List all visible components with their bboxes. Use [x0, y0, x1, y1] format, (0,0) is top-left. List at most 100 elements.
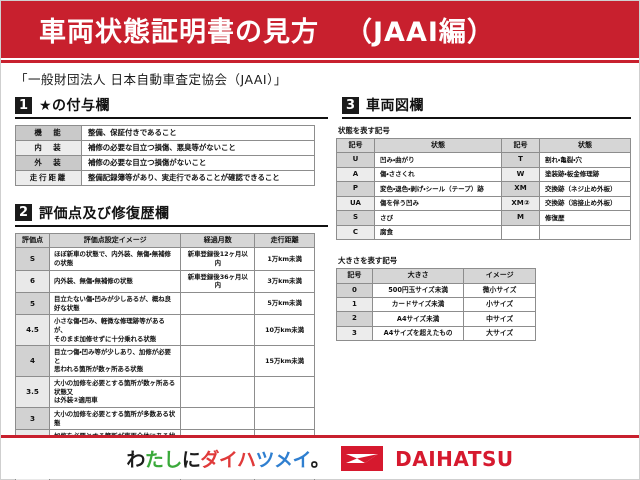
- condition-description-left: 変色・退色・剥げ・シール（テープ）跡: [373, 181, 502, 197]
- condition-symbol-right: T: [500, 152, 540, 168]
- table-row: 機 能整備、保証付きであること: [15, 125, 315, 141]
- table-row: UA 傷を伴う凹み XM② 交換跡（溶接止め外板）: [335, 195, 632, 212]
- star-criteria-table: 機 能整備、保証付きであること内 装補修の必要な目立つ損傷、悪臭等がないこと外 …: [15, 125, 315, 186]
- table-row: 走行距離 整備記録簿等があり、実走行であることが確認できること: [15, 169, 315, 186]
- evaluation-image-description: 内外装、無傷・無補修の状態: [48, 269, 182, 293]
- condition-description-left: 傷を伴う凹み: [373, 195, 502, 212]
- star-criteria-key: 機 能: [15, 125, 82, 141]
- evaluation-score: 4.5: [15, 314, 50, 347]
- section-2-number: 2: [15, 204, 32, 222]
- star-criteria-value: 補修の必要な目立つ損傷がないこと: [81, 154, 315, 171]
- page-title: 車両状態証明書の見方 （JAAI編）: [39, 10, 495, 49]
- condition-description-right: 交換跡（溶接止め外板）: [538, 195, 632, 212]
- daihatsu-wordmark: DAIHATSU: [395, 446, 514, 471]
- section-1-title: ★の付与欄: [39, 98, 111, 114]
- evaluation-distance: [254, 376, 315, 408]
- condition-symbol-left: C: [335, 224, 375, 241]
- condition-description-left: 凹み・曲がり: [373, 152, 502, 168]
- table-row: P 変色・退色・剥げ・シール（テープ）跡 XM 交換跡（ネジ止め外板）: [335, 181, 632, 197]
- condition-description-left: さび: [373, 210, 502, 226]
- size-image-label: 大サイズ: [463, 325, 536, 342]
- section-2-heading: 2 評価点及び修復歴欄: [15, 203, 328, 227]
- star-criteria-key: 外 装: [15, 154, 82, 171]
- table-row: 1 カードサイズ未満 小サイズ: [335, 296, 536, 313]
- evaluation-months: [180, 345, 256, 378]
- tagline-part: わ: [126, 449, 145, 471]
- table-header-row: 記号 状態 記号 状態: [335, 137, 632, 154]
- evaluation-image-description: 大小の加修を必要とする箇所が多数ある状態: [48, 406, 182, 431]
- column-header-size-image: イメージ: [463, 268, 536, 284]
- condition-symbol-right: [500, 224, 540, 241]
- page-title-main: 車両状態証明書の見方: [39, 17, 319, 48]
- tagline-part: たし: [144, 449, 183, 471]
- evaluation-score: 4: [15, 345, 50, 378]
- star-criteria-key: 走行距離: [15, 169, 82, 186]
- size-symbols-caption: 大きさを表す記号: [337, 256, 398, 266]
- evaluation-distance: [254, 406, 315, 431]
- condition-description-left: 腐食: [373, 224, 502, 241]
- table-row: 4 目立つ傷・凹み等が少しあり、加修が必要と 思われる箇所が数ヶ所ある状態 15万km…: [15, 345, 315, 378]
- evaluation-distance: 5万km未満: [254, 291, 315, 316]
- evaluation-image-description: 目立つ傷・凹み等が少しあり、加修が必要と 思われる箇所が数ヶ所ある状態: [48, 345, 182, 378]
- evaluation-image-description: 目立たない傷・凹みが少しあるが、概ね良好な状態: [48, 291, 182, 316]
- condition-description-right: [538, 224, 632, 241]
- column-header-distance: 走行距離: [254, 232, 315, 249]
- page-header-band: 車両状態証明書の見方 （JAAI編）: [1, 1, 639, 58]
- condition-symbol-right: XM: [500, 181, 540, 197]
- star-criteria-value: 整備、保証付きであること: [81, 125, 315, 141]
- table-row: 3 大小の加修を必要とする箇所が多数ある状態: [15, 406, 315, 431]
- column-header-condition-left: 状態: [373, 137, 502, 154]
- evaluation-distance: 3万km未満: [254, 269, 315, 293]
- star-criteria-key: 内 装: [15, 139, 82, 156]
- condition-description-right: 交換跡（ネジ止め外板）: [538, 181, 632, 197]
- column-header-symbol-right: 記号: [500, 137, 540, 154]
- size-symbol: 2: [335, 311, 373, 327]
- evaluation-score: S: [15, 247, 50, 271]
- brand-tagline: わたしにダイハツメイ。: [126, 445, 329, 472]
- column-header-image: 評価点設定イメージ: [48, 232, 182, 249]
- right-column: 3 車両図欄 状態を表す記号 記号 状態 記号 状態 U 凹み・曲がり T 割れ・亀裂…: [335, 92, 632, 480]
- evaluation-months: [180, 291, 256, 316]
- table-row: 5 目立たない傷・凹みが少しあるが、概ね良好な状態 5万km未満: [15, 291, 315, 316]
- page-footer: わたしにダイハツメイ。 DAIHATSU: [1, 438, 639, 479]
- table-row: 外 装補修の必要な目立つ損傷がないこと: [15, 154, 315, 171]
- condition-description-left: 傷・ささくれ: [373, 166, 502, 183]
- tagline-part: ツメイ: [255, 449, 312, 471]
- column-header-symbol-left: 記号: [335, 137, 375, 154]
- evaluation-image-description: 大小の加修を必要とする箇所が数ヶ所ある状態又 は外装②適用車: [48, 376, 182, 408]
- daihatsu-logo-icon: [341, 446, 384, 471]
- table-row: 6 内外装、無傷・無補修の状態 新車登録後36ヶ月以内 3万km未満: [15, 269, 315, 293]
- evaluation-score: 5: [15, 291, 50, 316]
- tagline-part: ダイハ: [200, 449, 256, 471]
- page-title-paren: （JAAI編）: [345, 17, 495, 48]
- condition-description-right: 塗装跡・板金修理跡: [538, 166, 632, 183]
- condition-symbol-left: U: [335, 152, 375, 168]
- condition-symbols-table: 記号 状態 記号 状態 U 凹み・曲がり T 割れ・亀裂・穴 A 傷・ささくれ W 塗装跡・板…: [335, 137, 632, 241]
- table-row: 3 A4サイズを超えたもの 大サイズ: [335, 325, 536, 342]
- table-row: 4.5 小さな傷・凹み、軽微な修理跡等があるが、 そのまま加修せずに十分乗れる状態 1…: [15, 314, 315, 347]
- column-header-score: 評価点: [15, 232, 50, 249]
- condition-symbol-left: S: [335, 210, 375, 226]
- table-row: 2 A4サイズ未満 中サイズ: [335, 311, 536, 327]
- condition-description-right: 修復歴: [538, 210, 632, 226]
- evaluation-distance: 15万km未満: [254, 345, 315, 378]
- condition-symbol-right: XM②: [500, 195, 540, 212]
- header-divider-rule: [1, 60, 639, 63]
- size-description: カードサイズ未満: [371, 296, 465, 313]
- size-image-label: 小サイズ: [463, 296, 536, 313]
- table-header-row: 記号 大きさ イメージ: [335, 268, 536, 284]
- issuing-organization-label: 「一般財団法人 日本自動車査定協会（JAAI）」: [15, 72, 287, 87]
- condition-description-right: 割れ・亀裂・穴: [538, 152, 632, 168]
- footer-divider-rule: [1, 435, 639, 438]
- table-row: A 傷・ささくれ W 塗装跡・板金修理跡: [335, 166, 632, 183]
- evaluation-months: 新車登録後36ヶ月以内: [180, 269, 256, 293]
- column-header-size: 大きさ: [371, 268, 465, 284]
- table-row: 0 500円玉サイズ未満 微小サイズ: [335, 282, 536, 298]
- content-columns: 1 ★の付与欄 機 能整備、保証付きであること内 装補修の必要な目立つ損傷、悪臭…: [1, 92, 639, 480]
- column-header-condition-right: 状態: [538, 137, 632, 154]
- evaluation-distance: 10万km未満: [254, 314, 315, 347]
- section-1-number: 1: [15, 96, 32, 114]
- section-3-number: 3: [341, 96, 359, 114]
- size-symbol: 0: [335, 282, 373, 298]
- condition-symbol-left: P: [335, 181, 375, 197]
